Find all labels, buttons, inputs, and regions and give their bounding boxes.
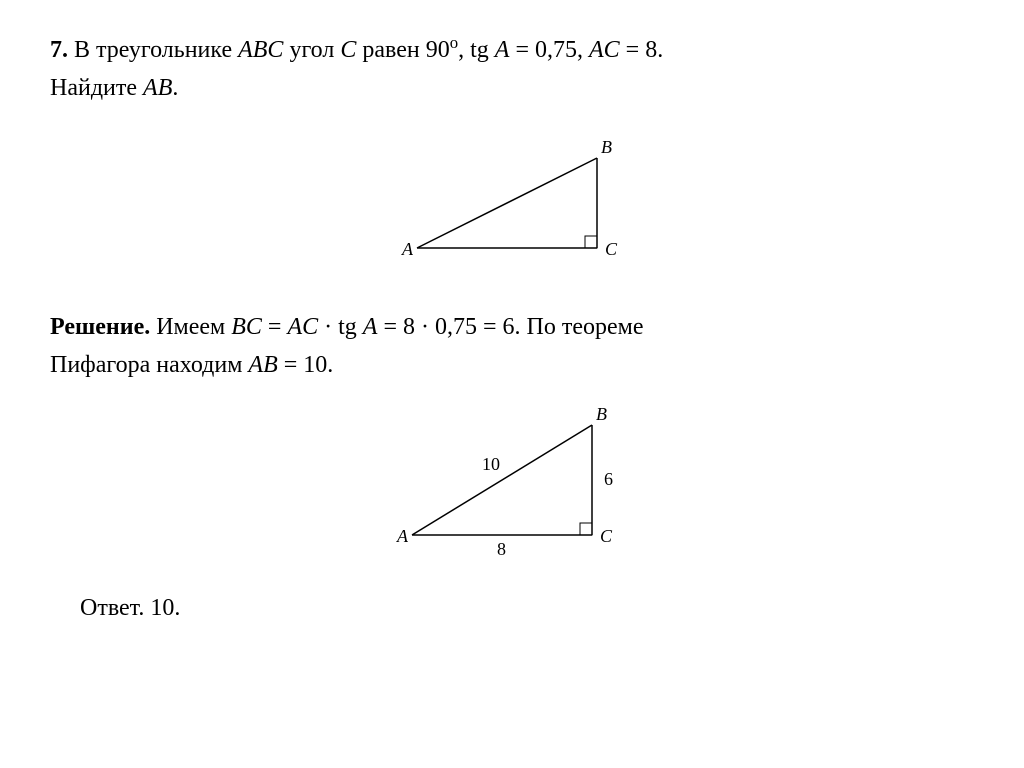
a-var: A [363,314,378,340]
degree-sup: о [450,33,458,52]
solution-text-2: = [262,314,288,340]
diagram-2-container: A B C 10 6 8 [50,400,974,565]
problem-text-3: равен 90 [356,37,449,63]
solution-text-6: = 10. [278,352,334,378]
tg-var: A [495,37,510,63]
ac-var: AC [589,37,620,63]
problem-text-4: , tg [458,37,495,63]
diagram-1-container: A B C [50,133,974,278]
solution-text-3: · tg [318,314,363,340]
problem-text-6: = 8. [620,37,664,63]
problem-text-5: = 0,75, [509,37,589,63]
triangle-diagram-1: A B C [387,133,637,273]
triangle-name: ABC [238,37,283,63]
label-C-2: C [600,526,613,546]
label-10: 10 [482,454,500,474]
label-C-1: C [605,239,618,259]
ac-var-2: AC [287,314,318,340]
label-A-2: A [396,526,409,546]
solution-text-5: Пифагора находим [50,352,248,378]
answer-text: Ответ. 10. [80,595,974,622]
ab-var-2: AB [248,352,277,378]
solution-text-4: = 8 · 0,75 = 6. По теореме [377,314,643,340]
label-8: 8 [497,539,506,559]
label-B-1: B [601,137,612,157]
problem-statement: 7. В треугольнике ABC угол C равен 90о, … [50,30,974,108]
solution-block: Решение. Имеем BC = AC · tg A = 8 · 0,75… [50,308,974,385]
problem-text-2: угол [283,37,340,63]
problem-number: 7. [50,37,68,63]
problem-line2-1: Найдите [50,75,143,101]
angle-name: C [340,37,356,63]
label-B-2: B [596,404,607,424]
label-A-1: A [401,239,414,259]
ab-var: AB [143,75,172,101]
bc-var: BC [231,314,262,340]
solution-text-1: Имеем [150,314,231,340]
triangle-diagram-2: A B C 10 6 8 [382,400,642,560]
solution-heading: Решение. [50,314,150,340]
label-6: 6 [604,469,613,489]
problem-line2-2: . [172,75,178,101]
problem-text-1: В треугольнике [74,37,238,63]
